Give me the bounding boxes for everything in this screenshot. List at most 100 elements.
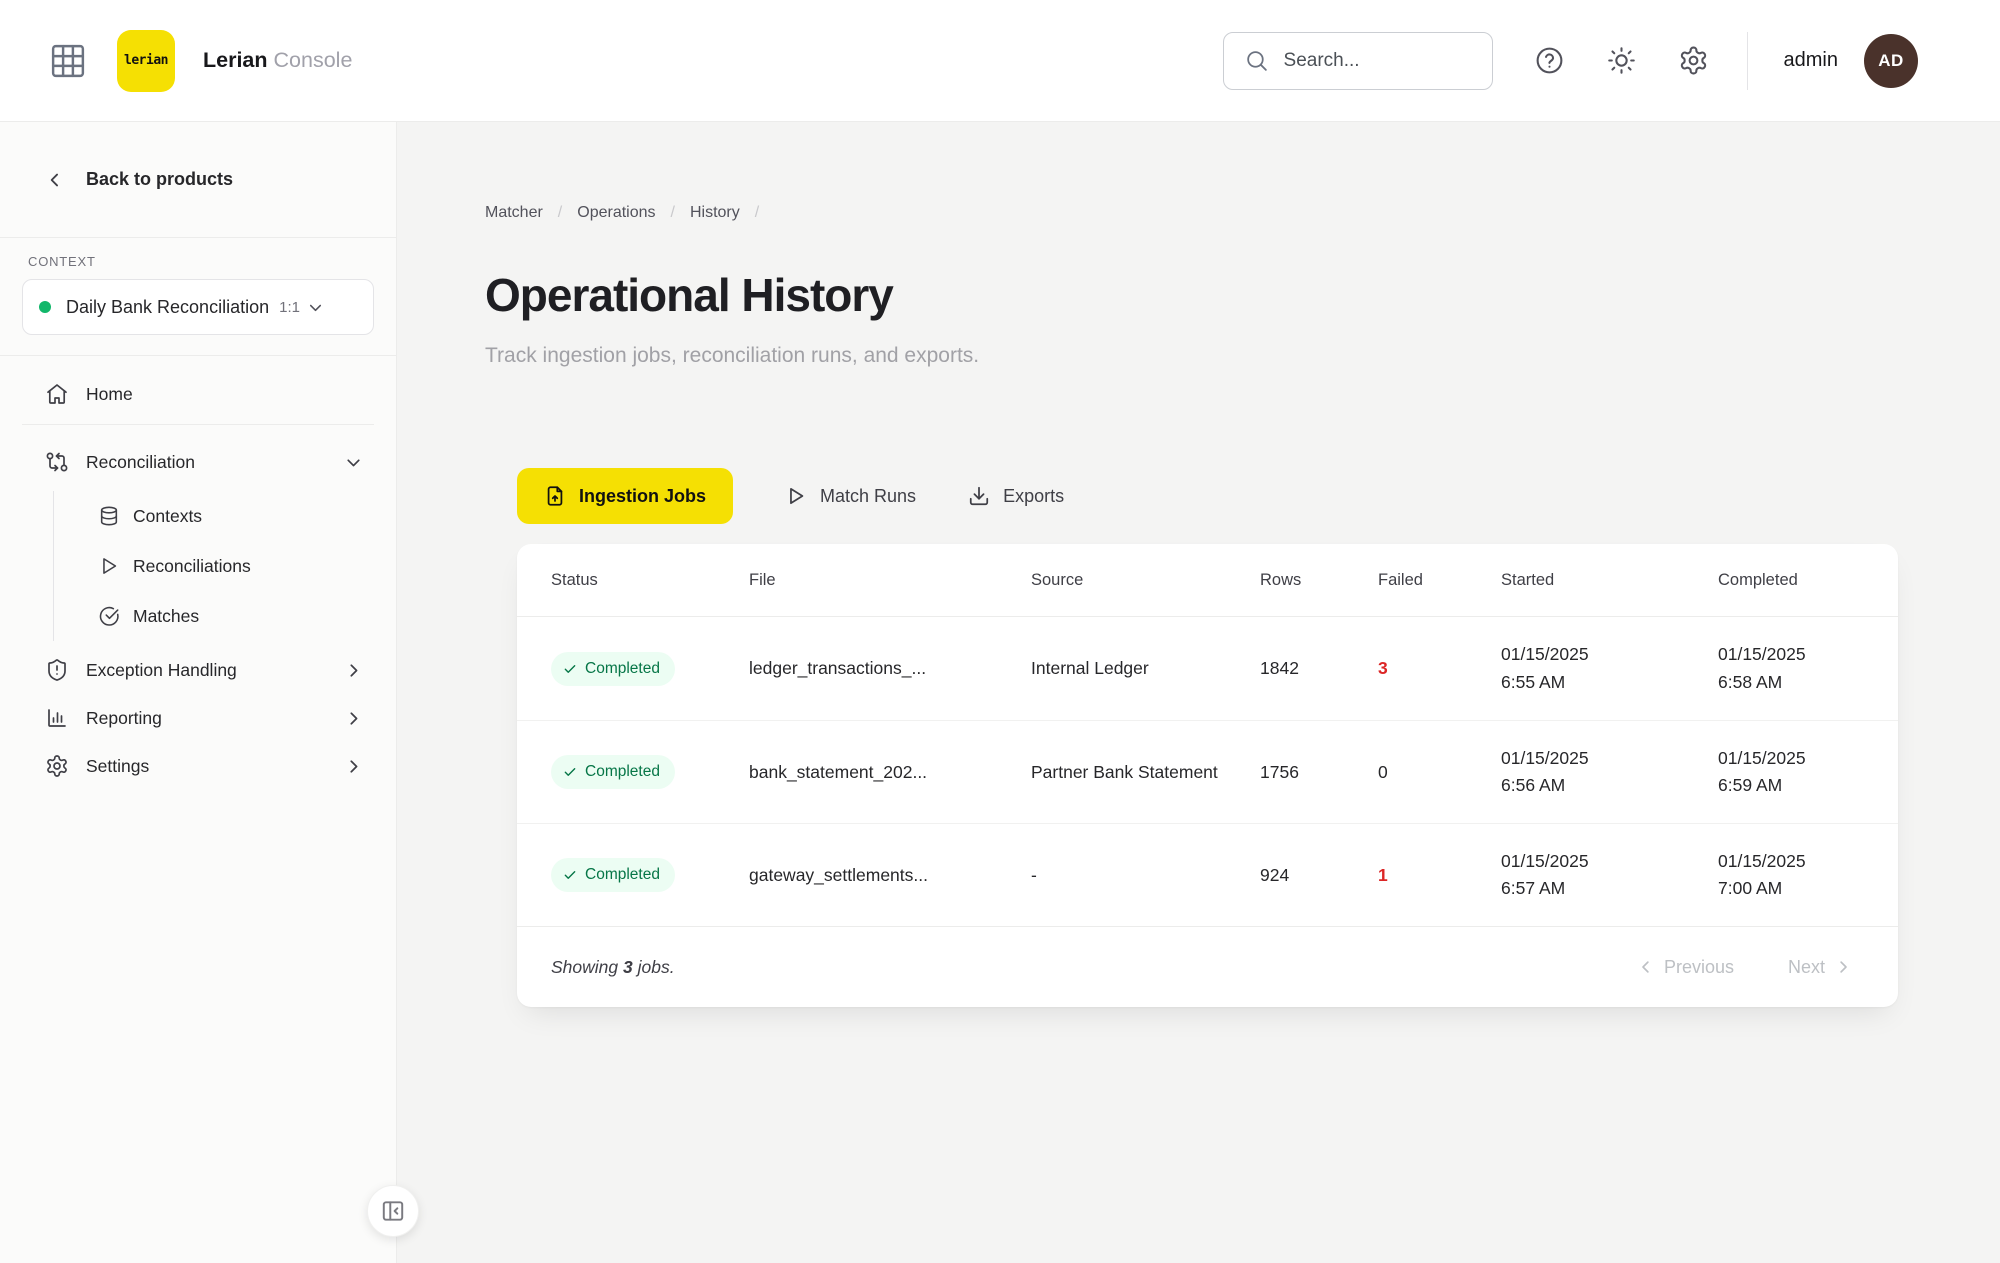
previous-label: Previous [1663,956,1734,977]
check-circle-icon [98,605,120,627]
gear-icon [45,754,69,778]
tab-label: Ingestion Jobs [579,485,707,506]
tab-exports[interactable]: Exports [968,485,1064,507]
status-label: Completed [585,763,660,780]
column-header-status: Status [551,570,598,589]
started-date: 01/15/2025 [1501,850,1589,871]
cell-completed: 01/15/2025 6:58 AM [1718,641,1864,695]
table-row[interactable]: Completed gateway_settlements... - 924 1… [517,823,1898,926]
tab-match-runs[interactable]: Match Runs [785,485,916,507]
cell-source: Partner Bank Statement [1031,761,1218,782]
table-row[interactable]: Completed ledger_transactions_... Intern… [517,617,1898,720]
cell-failed: 3 [1378,658,1388,678]
cell-file: gateway_settlements... [749,864,928,885]
sidebar-item-settings[interactable]: Settings [22,743,374,789]
page-title: Operational History [485,269,894,321]
table-footer: Showing 3 jobs. Previous Next [517,926,1898,1007]
main-content: Matcher / Operations / History / Operati… [397,122,2000,1263]
previous-page-button[interactable]: Previous [1637,957,1734,978]
cell-file: bank_statement_202... [749,761,928,782]
table-row[interactable]: Completed bank_statement_202... Partner … [517,720,1898,823]
started-date: 01/15/2025 [1501,747,1589,768]
breadcrumb-item[interactable]: Operations [577,204,656,221]
username[interactable]: admin [1783,49,1838,71]
sidebar-item-home[interactable]: Home [22,372,374,416]
tab-label: Match Runs [820,485,917,506]
file-up-icon [544,485,566,507]
play-icon [98,555,120,577]
status-badge: Completed [551,858,675,892]
check-icon [563,662,577,676]
showing-prefix: Showing [551,956,619,977]
started-date: 01/15/2025 [1501,644,1589,665]
app-launcher-button[interactable] [47,40,89,82]
sidebar-item-label: Reconciliations [133,555,251,576]
next-page-button[interactable]: Next [1788,957,1852,978]
showing-suffix: jobs. [637,956,675,977]
pagination: Previous Next [1637,957,1852,978]
play-icon [785,485,807,507]
context-status-dot [39,301,51,313]
completed-time: 6:59 AM [1718,775,1783,795]
context-selector[interactable]: Daily Bank Reconciliation 1:1 [22,279,374,335]
sidebar-collapse-button[interactable] [367,1185,419,1237]
header-right: admin AD [1222,31,1918,90]
chevron-left-icon [45,170,65,190]
search-input[interactable] [1283,49,1472,72]
chevron-right-icon [343,660,364,681]
sidebar-item-reconciliations[interactable]: Reconciliations [54,541,374,591]
avatar-initials: AD [1878,50,1904,70]
tab-label: Exports [1003,485,1065,506]
download-icon [968,485,990,507]
sidebar-item-label: Reporting [86,707,162,728]
sidebar-item-label: Contexts [133,505,203,526]
cell-source: Internal Ledger [1031,658,1149,678]
content-block: Ingestion Jobs Match Runs Exports Status… [517,468,2000,1007]
context-section: CONTEXT Daily Bank Reconciliation 1:1 [0,238,396,356]
cell-rows: 1842 [1260,658,1299,678]
back-label: Back to products [86,169,234,189]
tab-ingestion-jobs[interactable]: Ingestion Jobs [517,468,734,524]
column-header-source: Source [1031,570,1084,589]
search-box[interactable] [1222,31,1493,90]
cell-status: Completed [551,755,749,789]
back-to-products-link[interactable]: Back to products [0,122,396,238]
sidebar-item-reconciliation[interactable]: Reconciliation [22,439,374,485]
cell-rows: 1756 [1260,761,1299,782]
cell-started: 01/15/2025 6:55 AM [1501,641,1718,695]
breadcrumb-item[interactable]: History [689,204,740,221]
help-button[interactable] [1534,45,1565,76]
sidebar-item-exception-handling[interactable]: Exception Handling [22,647,374,693]
sidebar-item-label: Exception Handling [86,659,237,680]
brand-name: Lerian [203,48,268,72]
showing-count-text: Showing 3 jobs. [551,957,675,978]
sidebar-item-matches[interactable]: Matches [54,591,374,641]
sidebar-item-contexts[interactable]: Contexts [54,491,374,541]
status-label: Completed [585,659,660,677]
reconciliation-sub-list: Contexts Reconciliations Matches [53,491,374,641]
sidebar-item-reporting[interactable]: Reporting [22,695,374,741]
bar-chart-icon [45,706,69,730]
cell-completed: 01/15/2025 6:59 AM [1718,745,1864,799]
breadcrumb-separator: / [754,204,760,221]
sun-icon [1606,45,1637,76]
home-icon [45,382,69,406]
started-time: 6:55 AM [1501,671,1566,692]
nav-divider [22,424,374,425]
chevron-right-icon [1834,958,1852,976]
status-badge: Completed [551,755,675,789]
grid-icon [47,40,89,82]
breadcrumb-separator: / [670,204,675,221]
chevron-left-icon [1637,958,1655,976]
theme-toggle-button[interactable] [1606,45,1637,76]
sidebar: Back to products CONTEXT Daily Bank Reco… [0,122,397,1263]
chevron-right-icon [343,756,364,777]
lerian-logo[interactable]: lerian [117,29,175,92]
table-header-row: Status File Source Rows Failed Started C… [517,544,1898,617]
settings-button[interactable] [1678,45,1709,76]
breadcrumb-item[interactable]: Matcher [485,204,543,221]
chevron-down-icon [343,452,364,473]
avatar[interactable]: AD [1864,33,1918,88]
context-label: CONTEXT [28,254,96,269]
